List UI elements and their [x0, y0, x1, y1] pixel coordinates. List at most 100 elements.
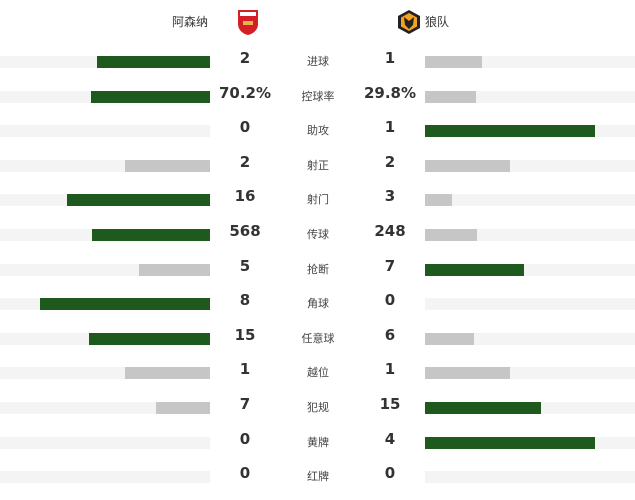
home-team-name: 阿森纳 [172, 15, 209, 29]
stat-row: 0 助攻 1 [0, 114, 635, 148]
home-bar-track [0, 402, 210, 414]
away-team-name: 狼队 [425, 15, 450, 29]
home-value: 2 [239, 152, 251, 171]
stat-label: 任意球 [301, 331, 335, 345]
wolves-crest-icon [396, 8, 422, 36]
away-bar [425, 90, 476, 103]
stat-label: 犯规 [307, 401, 329, 414]
home-value: 8 [239, 291, 251, 310]
home-bar-track [0, 367, 210, 380]
home-value: 70.2% [218, 83, 272, 102]
away-bar [425, 332, 474, 345]
home-value: 0 [239, 118, 251, 137]
home-value: 15 [234, 325, 256, 344]
away-bar-track [425, 471, 635, 484]
away-value: 2 [384, 152, 396, 171]
stat-row: 7 犯规 15 [0, 391, 635, 425]
away-bar [425, 367, 510, 380]
stat-row: 2 射正 2 [0, 149, 635, 183]
away-bar [425, 402, 541, 414]
home-bar [90, 90, 210, 103]
home-value: 7 [239, 395, 251, 413]
away-bar [425, 56, 482, 68]
stat-row: 16 射门 3 [0, 183, 635, 217]
home-bar [139, 263, 210, 276]
away-value: 7 [384, 256, 396, 275]
home-bar [88, 332, 210, 345]
away-value: 248 [374, 222, 406, 240]
stat-label: 助攻 [307, 124, 329, 138]
stat-row: 5 抢断 7 [0, 253, 635, 287]
home-value: 0 [239, 464, 251, 483]
home-value: 0 [239, 429, 251, 448]
away-value: 6 [384, 325, 396, 344]
home-bar-track [0, 56, 210, 68]
home-value: 5 [239, 256, 251, 275]
home-bar [40, 298, 210, 311]
home-value: 568 [229, 222, 261, 240]
stat-label: 射门 [307, 193, 329, 207]
home-bar-track [0, 298, 210, 311]
away-value: 1 [384, 118, 396, 137]
home-bar-track [0, 229, 210, 241]
away-bar [425, 436, 595, 449]
away-bar-track [425, 125, 635, 138]
away-bar-track [425, 194, 635, 207]
away-value: 4 [384, 429, 396, 448]
away-bar [425, 229, 477, 241]
away-value: 0 [384, 464, 396, 483]
home-value: 2 [239, 49, 251, 67]
away-bar-track [425, 229, 635, 241]
away-value: 1 [384, 360, 396, 379]
away-value: 29.8% [363, 83, 417, 102]
stat-row: 1 越位 1 [0, 356, 635, 390]
away-bar [425, 125, 595, 138]
away-bar [425, 263, 525, 276]
home-bar-track [0, 159, 210, 172]
away-bar [425, 194, 452, 207]
away-bar-track [425, 90, 635, 103]
home-bar-track [0, 125, 210, 138]
home-bar [125, 367, 210, 380]
away-value: 1 [384, 49, 396, 67]
stat-label: 控球率 [301, 89, 335, 103]
stat-row: 568 传球 248 [0, 218, 635, 252]
stat-row: 70.2% 控球率 29.8% [0, 80, 635, 114]
away-value: 0 [384, 291, 396, 310]
stat-row: 15 任意球 6 [0, 322, 635, 356]
home-bar [125, 159, 210, 172]
stat-label: 射正 [307, 158, 329, 172]
away-bar-track [425, 159, 635, 172]
away-bar-track [425, 298, 635, 311]
home-bar-track [0, 471, 210, 484]
home-bar-track [0, 332, 210, 345]
away-bar-track [425, 263, 635, 276]
stat-row: 2 进球 1 [0, 45, 635, 79]
away-bar-track [425, 402, 635, 414]
home-bar-track [0, 436, 210, 449]
home-value: 16 [234, 187, 256, 206]
home-bar [91, 229, 210, 241]
stat-row: 8 角球 0 [0, 287, 635, 321]
away-bar-track [425, 436, 635, 449]
stat-label: 角球 [307, 297, 329, 311]
away-bar [425, 159, 510, 172]
stat-label: 红牌 [307, 470, 329, 484]
stat-row: 0 黄牌 4 [0, 426, 635, 460]
away-bar-track [425, 367, 635, 380]
home-bar-track [0, 90, 210, 103]
home-bar [96, 56, 210, 68]
stat-label: 越位 [307, 366, 329, 380]
stat-label: 抢断 [307, 262, 329, 276]
arsenal-crest-icon [236, 8, 260, 36]
home-bar [155, 402, 210, 414]
stat-row: 0 红牌 0 [0, 460, 635, 494]
away-value: 3 [384, 187, 396, 206]
away-bar-track [425, 332, 635, 345]
home-bar-track [0, 194, 210, 207]
home-value: 1 [239, 360, 251, 379]
stat-label: 传球 [307, 228, 329, 241]
home-bar [66, 194, 210, 207]
away-bar-track [425, 56, 635, 68]
stat-label: 黄牌 [307, 435, 329, 449]
